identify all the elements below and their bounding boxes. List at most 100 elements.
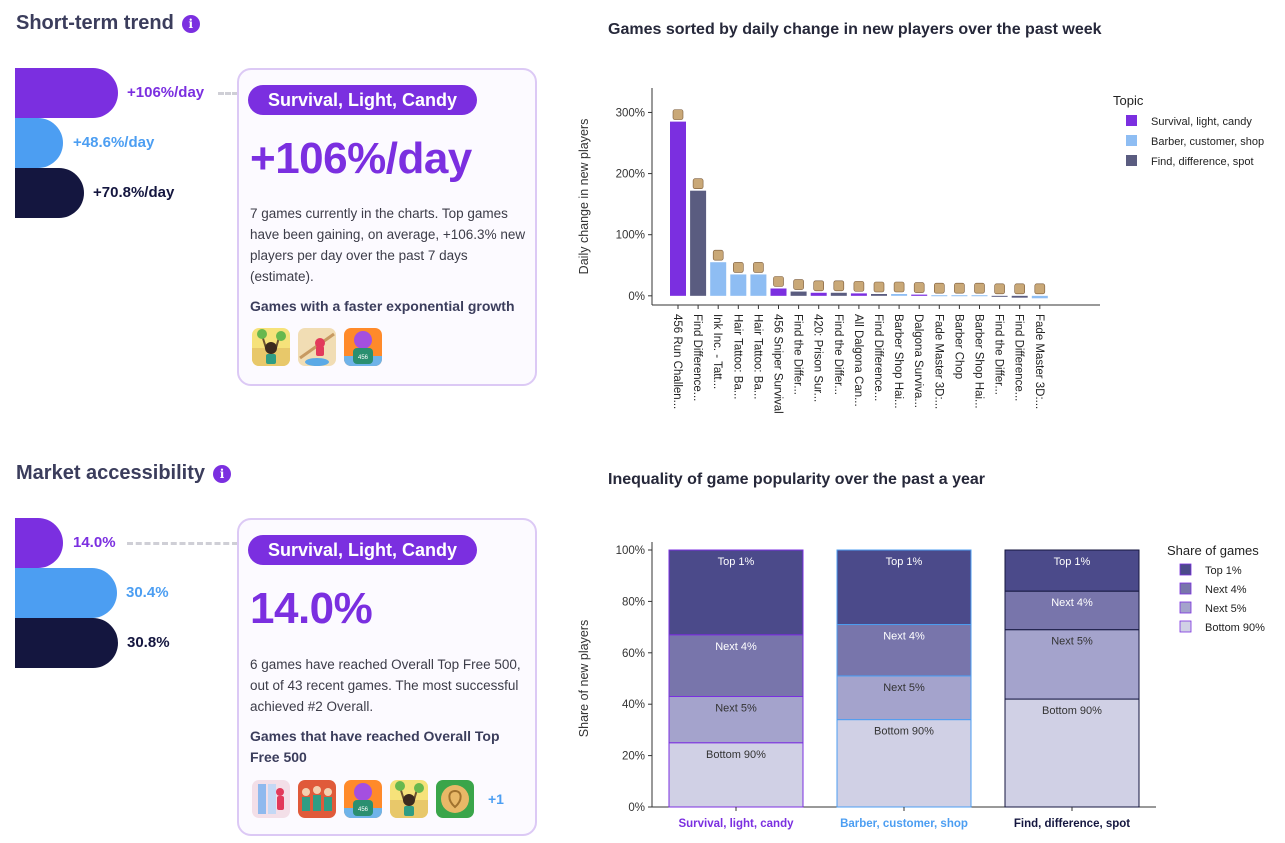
game-icon-456-player[interactable]: 456 (344, 780, 382, 818)
game-thumbnail (1014, 283, 1026, 295)
bar (850, 293, 867, 296)
stacked-segment (1004, 590, 1140, 631)
segment-label: Top 1% (1054, 556, 1091, 568)
trend-game-icons: 456 (252, 328, 382, 366)
x-tick-label: Dalgona Surviva... (912, 314, 924, 408)
game-icon-rope-climb[interactable] (298, 328, 336, 366)
y-axis-label: Share of new players (577, 620, 591, 737)
x-tick-label: Find, difference, spot (1014, 818, 1130, 830)
game-thumbnail (833, 280, 845, 292)
y-axis-label: Daily change in new players (577, 119, 591, 275)
trend-value-find: +70.8%/day (93, 184, 175, 201)
segment-label: Bottom 90% (874, 726, 934, 738)
y-tick-label: 100% (616, 545, 645, 557)
info-icon[interactable]: i (181, 14, 200, 33)
game-thumbnail (853, 281, 865, 292)
svg-text:456: 456 (358, 807, 369, 813)
game-thumbnail (994, 283, 1005, 295)
bar (770, 288, 787, 296)
x-tick-label: Barber Chop (952, 314, 964, 379)
access-value-barber: 30.4% (126, 584, 169, 601)
stacked-segment (1004, 549, 1140, 592)
y-tick-label: 20% (622, 751, 645, 763)
x-tick-label: Find Difference... (1013, 314, 1025, 401)
legend-title: Share of games (1167, 543, 1259, 558)
stacked-segment (1004, 698, 1140, 808)
x-tick-label: Fade Master 3D:... (1033, 314, 1045, 409)
game-icon-456-player[interactable]: 456 (344, 328, 382, 366)
info-icon[interactable]: i (213, 464, 231, 483)
x-tick-label: Barber Shop Hai... (892, 314, 904, 409)
trend-value-survival: +106%/day (127, 84, 205, 101)
game-icon-tree-character[interactable] (390, 780, 428, 818)
topic-tag: Survival, Light, Candy (248, 85, 478, 115)
y-tick-label: 100% (616, 230, 645, 242)
game-icon-tree-character[interactable] (252, 328, 290, 366)
legend-swatch (1179, 620, 1192, 633)
bar (1031, 295, 1048, 299)
game-thumbnail (873, 281, 885, 293)
y-tick-label: 300% (616, 107, 645, 119)
bar (951, 295, 968, 297)
segment-label: Top 1% (718, 556, 755, 568)
game-thumbnail (813, 280, 824, 292)
x-tick-label: Hair Tattoo: Ba... (751, 314, 763, 399)
game-thumbnail (692, 178, 704, 189)
game-icon-crowd[interactable] (298, 780, 336, 818)
legend-label: Barber, customer, shop (1151, 136, 1264, 148)
y-tick-label: 0% (628, 802, 645, 814)
stacked-segment (836, 675, 972, 721)
bar (830, 292, 847, 296)
more-games-count[interactable]: +1 (488, 791, 504, 807)
game-thumbnail (954, 282, 965, 294)
x-tick-label: Hair Tattoo: Ba... (731, 314, 743, 399)
legend-label: Next 4% (1205, 584, 1247, 596)
bar (810, 292, 827, 296)
game-thumbnail (913, 282, 925, 293)
y-tick-label: 40% (622, 699, 645, 711)
segment-label: Next 5% (715, 702, 757, 714)
legend-swatch (1126, 115, 1137, 126)
game-thumbnail (672, 109, 684, 120)
inequality-chart: 0% 20% 40% 60% 80% 100% Share of new players Bo… (577, 542, 1265, 830)
x-tick-label: All Dalgona Can... (852, 314, 864, 407)
legend-label: Bottom 90% (1205, 622, 1265, 634)
stacked-segment (836, 719, 972, 808)
segment-label: Next 4% (715, 641, 757, 653)
legend-title: Topic (1113, 93, 1144, 108)
x-tick-label: Barber Shop Hai... (973, 314, 985, 409)
trend-big-value: +106%/day (250, 134, 472, 183)
stacked-segment (836, 624, 972, 677)
x-tick-label: Ink Inc. - Tatt... (711, 314, 723, 389)
x-tick-label: Barber, customer, shop (840, 818, 968, 830)
bar (911, 294, 928, 296)
bar (690, 190, 707, 296)
connector-line (218, 92, 238, 95)
game-thumbnail (893, 281, 905, 293)
segment-label: Next 5% (883, 682, 925, 694)
y-tick-label: 200% (616, 169, 645, 181)
access-value-survival: 14.0% (73, 534, 116, 551)
trend-card: Survival, Light, Candy +106%/day 7 games… (237, 68, 537, 386)
bar (971, 295, 988, 297)
game-icon-dalgona-candy[interactable] (436, 780, 474, 818)
game-icon-run-challenge[interactable] (252, 780, 290, 818)
game-thumbnail (933, 282, 945, 294)
bar (931, 295, 948, 297)
segment-label: Next 5% (1051, 636, 1093, 648)
access-card: Survival, Light, Candy 14.0% 6 games hav… (237, 518, 537, 836)
svg-text:456: 456 (358, 355, 369, 361)
segment-label: Top 1% (886, 556, 923, 568)
stacked-segment (668, 634, 804, 697)
x-tick-label: Find Difference... (691, 314, 703, 401)
bar (991, 295, 1008, 297)
bar (1011, 295, 1028, 298)
legend-label: Top 1% (1205, 565, 1242, 577)
topic-tag: Survival, Light, Candy (248, 535, 478, 565)
x-tick-label: Find Difference... (872, 314, 884, 401)
game-thumbnail (1034, 283, 1046, 295)
legend-label: Survival, light, candy (1151, 116, 1252, 128)
x-tick-label: 420: Prison Sur... (812, 314, 824, 402)
access-big-value: 14.0% (250, 584, 373, 633)
trend-bar-barber (15, 118, 63, 168)
